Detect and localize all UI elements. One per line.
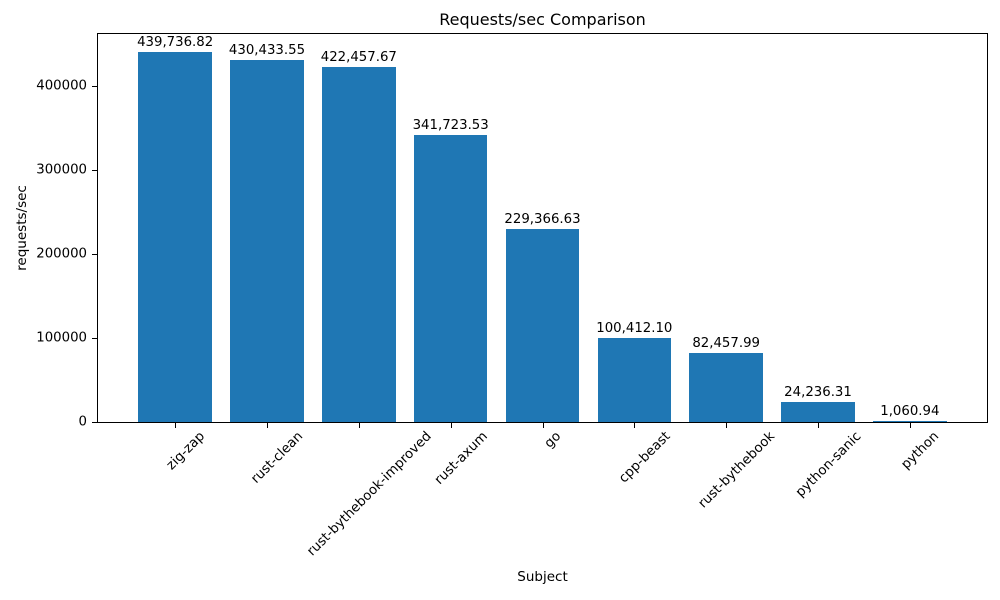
x-axis-label: Subject	[517, 569, 568, 585]
x-tick-mark	[634, 423, 636, 428]
y-tick-label: 0	[78, 414, 87, 430]
y-tick-mark	[92, 169, 97, 171]
x-tick-label: rust-clean	[248, 429, 307, 487]
y-tick-label: 100000	[36, 330, 87, 346]
bar	[230, 60, 304, 422]
bar	[505, 229, 580, 422]
bar	[781, 401, 855, 422]
x-tick-label: zig-zap	[163, 429, 208, 474]
x-tick-mark	[175, 423, 177, 428]
y-tick-mark	[92, 85, 97, 87]
x-tick-label: go	[542, 429, 565, 452]
y-tick-label: 200000	[36, 246, 87, 262]
bar-value-label: 1,060.94	[880, 404, 940, 420]
bar-value-label: 229,366.63	[504, 212, 581, 228]
x-tick-mark	[542, 423, 544, 428]
x-tick-label: rust-bythebook-improved	[304, 429, 435, 560]
chart-title: Requests/sec Comparison	[439, 10, 646, 29]
x-tick-label: cpp-beast	[616, 429, 674, 487]
bar	[138, 52, 212, 422]
bar	[597, 337, 672, 422]
bar	[873, 421, 947, 422]
x-tick-label: python	[898, 429, 943, 473]
bar-value-label: 422,457.67	[320, 50, 397, 65]
y-tick-mark	[92, 422, 97, 423]
bar	[413, 134, 488, 422]
x-tick-label: rust-bythebook	[695, 429, 778, 512]
x-tick-mark	[266, 423, 268, 428]
bar-value-label: 100,412.10	[596, 320, 673, 336]
x-tick-mark	[358, 423, 360, 428]
x-tick-mark	[909, 423, 911, 428]
y-tick-label: 300000	[36, 162, 87, 178]
x-tick-mark	[450, 423, 452, 428]
bar-value-label: 82,457.99	[692, 335, 761, 351]
plot-area: 439,736.82 430,433.55 422,457.67 341,723.53…	[97, 33, 988, 423]
bar-value-label: 341,723.53	[412, 117, 489, 133]
x-tick-label: rust-axum	[431, 429, 491, 488]
y-tick-label: 400000	[36, 78, 87, 94]
bar-value-label: 439,736.82	[137, 35, 214, 51]
x-tick-label: python-sanic	[793, 429, 865, 501]
y-tick-mark	[92, 337, 97, 339]
x-tick-mark	[726, 423, 728, 428]
bar-value-label: 430,433.55	[228, 43, 306, 59]
x-tick-mark	[818, 423, 820, 428]
bar	[689, 352, 763, 422]
y-tick-mark	[92, 253, 97, 255]
bar-value-label: 24,236.31	[784, 384, 852, 400]
bar	[322, 67, 396, 422]
